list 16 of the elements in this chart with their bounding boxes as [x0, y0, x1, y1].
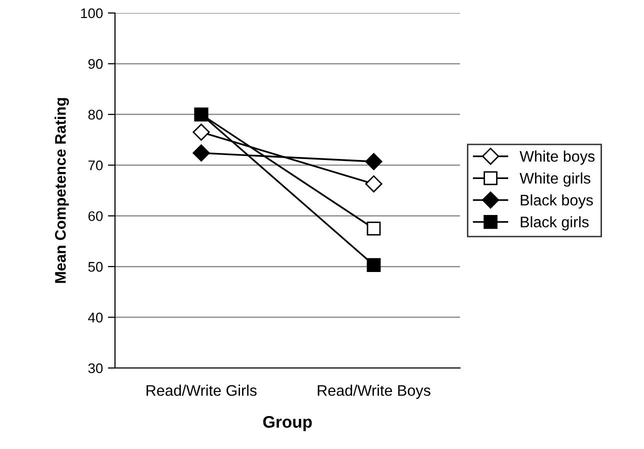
legend-label: White girls	[520, 172, 590, 187]
x-tick-label: Read/Write Girls	[146, 384, 257, 396]
legend-label: White boys	[520, 150, 595, 165]
x-tick-label: Read/Write Boys	[318, 384, 430, 399]
y-tick-label: 70	[88, 160, 103, 170]
y-axis-title: Mean Competence Rating	[54, 98, 69, 283]
legend-label: Black girls	[520, 216, 589, 230]
y-tick-label: 100	[81, 8, 103, 18]
y-tick-label: 40	[88, 312, 103, 322]
x-axis-title: Group	[263, 416, 312, 432]
legend-label: Black boys	[520, 194, 593, 209]
y-tick-label: 90	[88, 59, 103, 69]
y-tick-label: 50	[88, 262, 103, 272]
y-tick-label: 30	[88, 363, 103, 374]
y-tick-label: 60	[88, 211, 103, 222]
y-tick-label: 80	[88, 110, 103, 120]
